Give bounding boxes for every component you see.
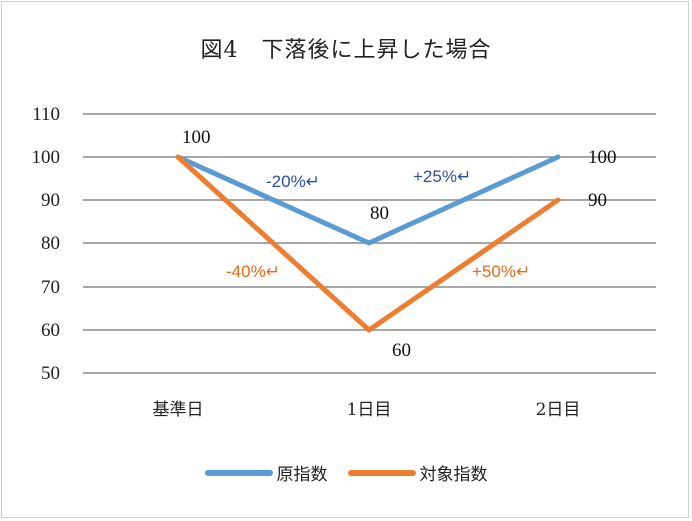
data-label: 90 (588, 190, 607, 211)
y-tick: 100 (32, 147, 61, 168)
series-line-original-index (175, 154, 561, 246)
change-label: -20%↵ (266, 172, 320, 191)
y-tick: 80 (41, 233, 60, 254)
data-label: 80 (370, 203, 389, 224)
change-label: +25%↵ (413, 167, 471, 186)
x-category: 1日目 (347, 400, 392, 420)
data-label: 60 (392, 340, 411, 361)
y-tick: 70 (41, 277, 60, 298)
change-label: +50%↵ (472, 262, 530, 281)
legend-swatch-blue (204, 469, 273, 476)
chart-title: 図4 下落後に上昇した場合 (200, 38, 492, 63)
legend: 原指数 対象指数 (0, 460, 692, 485)
legend-label: 原指数 (276, 465, 328, 485)
y-tick: 50 (41, 363, 60, 384)
x-axis-categories: 基準日 1日目 2日目 (153, 400, 581, 420)
y-tick: 110 (32, 104, 60, 125)
legend-item-original-index: 原指数 (204, 460, 328, 485)
data-label: 100 (588, 147, 617, 168)
y-tick: 60 (41, 320, 60, 341)
series-line-target-index (175, 154, 561, 333)
x-category: 基準日 (153, 400, 204, 420)
x-category: 2日目 (536, 400, 581, 420)
legend-label: 対象指数 (419, 465, 488, 485)
legend-swatch-orange (347, 469, 416, 476)
data-label: 100 (182, 127, 211, 148)
legend-item-target-index: 対象指数 (347, 460, 488, 485)
y-axis-ticks: 110 100 90 80 70 60 50 (32, 104, 61, 384)
change-label: -40%↵ (226, 262, 280, 281)
y-tick: 90 (41, 190, 60, 211)
